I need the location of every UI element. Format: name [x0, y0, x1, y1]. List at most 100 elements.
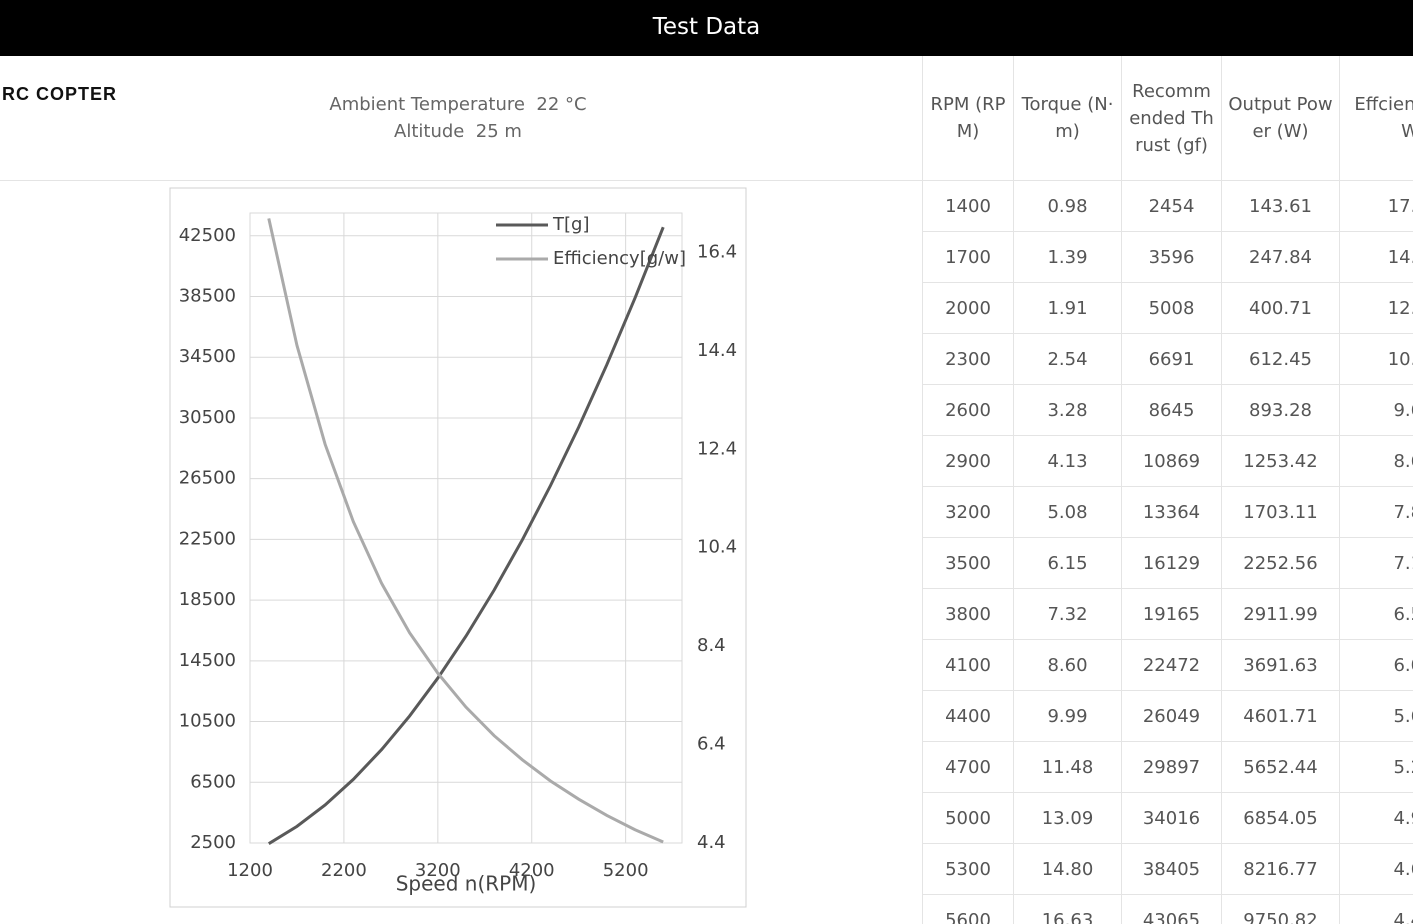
table-cell: 2900: [922, 435, 1014, 487]
table-cell: 19165: [1121, 588, 1222, 640]
header-row: RPM (RPM) Torque (N·m) Recommended Thrust …: [922, 56, 1413, 181]
table-cell: 7.32: [1013, 588, 1122, 640]
table-body: 14000.982454143.6117.0917001.393596247.8…: [922, 180, 1413, 924]
y-tick-label: 22500: [179, 528, 236, 549]
table-cell: 26049: [1121, 690, 1222, 742]
condition: Altitude 25 m: [394, 121, 522, 142]
table-cell: 4.96: [1339, 792, 1413, 844]
table-cell: 29897: [1121, 741, 1222, 793]
table-cell: 7.16: [1339, 537, 1413, 589]
logo: RC COPTER: [2, 84, 118, 104]
table-cell: 612.45: [1221, 333, 1340, 385]
table-cell: 8216.77: [1221, 843, 1340, 895]
table-cell: 4601.71: [1221, 690, 1340, 742]
y-tick-label: 10500: [179, 711, 236, 732]
table-cell: 6691: [1121, 333, 1222, 385]
table-cell: 38405: [1121, 843, 1222, 895]
table-cell: 17.09: [1339, 180, 1413, 232]
table-cell: 8.67: [1339, 435, 1413, 487]
table-cell: 2300: [922, 333, 1014, 385]
table-cell: 22472: [1121, 639, 1222, 691]
series-line: [267, 218, 664, 844]
separator: [0, 180, 922, 181]
table-cell: 2911.99: [1221, 588, 1340, 640]
table-cell: 6.15: [1013, 537, 1122, 589]
table-cell: 400.71: [1221, 282, 1340, 334]
table-cell: 5008: [1121, 282, 1222, 334]
table-cell: 2.54: [1013, 333, 1122, 385]
table-cell: 4.13: [1013, 435, 1122, 487]
table-cell: 4400: [922, 690, 1014, 742]
table: RPM (RPM) Torque (N·m) Recommended Thrust …: [922, 56, 1413, 924]
y-tick-label: 38500: [179, 285, 236, 306]
x-tick-label: 3200: [415, 860, 461, 881]
x-tick-label: 4200: [509, 860, 555, 881]
y2-tick-label: 14.4: [697, 340, 737, 361]
y-tick-label: 18500: [179, 589, 236, 610]
x-axis-label: Speed n(RPM): [396, 872, 537, 896]
chart-frame: [169, 187, 747, 908]
x-tick-label: 5200: [603, 860, 649, 881]
y-tick-label: 6500: [190, 771, 236, 792]
y-tick-label: 14500: [179, 650, 236, 671]
table-cell: 3800: [922, 588, 1014, 640]
table-cell: 5.08: [1013, 486, 1122, 538]
table-cell: 5.29: [1339, 741, 1413, 793]
table-cell: 143.61: [1221, 180, 1340, 232]
y2-tick-label: 8.4: [697, 635, 726, 656]
column-header: Torque (N·m): [1013, 56, 1122, 181]
y-tick-label: 42500: [179, 225, 236, 246]
table-cell: 6.58: [1339, 588, 1413, 640]
table-cell: 5.66: [1339, 690, 1413, 742]
table-cell: 3.28: [1013, 384, 1122, 436]
table-cell: 9750.82: [1221, 894, 1340, 924]
y-tick-label: 26500: [179, 468, 236, 489]
table-cell: 2000: [922, 282, 1014, 334]
table-cell: 3596: [1121, 231, 1222, 283]
table-cell: 43065: [1121, 894, 1222, 924]
table-cell: 5300: [922, 843, 1014, 895]
chart: 2500 6500 10500 14500 18500 22500 26500 30500 34…: [169, 187, 747, 908]
table-cell: 16129: [1121, 537, 1222, 589]
column-header: RPM (RPM): [922, 56, 1014, 181]
table-cell: 1700: [922, 231, 1014, 283]
table-cell: 4.42: [1339, 894, 1413, 924]
table-cell: 11.48: [1013, 741, 1122, 793]
table-cell: 247.84: [1221, 231, 1340, 283]
table-cell: 5000: [922, 792, 1014, 844]
table-cell: 1703.11: [1221, 486, 1340, 538]
table-cell: 3500: [922, 537, 1014, 589]
table-cell: 8.60: [1013, 639, 1122, 691]
column-header: Recommended Thrust (gf): [1121, 56, 1222, 181]
table-cell: 2454: [1121, 180, 1222, 232]
table-cell: 2252.56: [1221, 537, 1340, 589]
table-cell: 4.67: [1339, 843, 1413, 895]
table-cell: 5652.44: [1221, 741, 1340, 793]
table-cell: 9.68: [1339, 384, 1413, 436]
table-cell: 893.28: [1221, 384, 1340, 436]
table-cell: 4700: [922, 741, 1014, 793]
y2-tick-label: 12.4: [697, 438, 737, 459]
data-table: RPM (RPM) Torque (N·m) Recommended Thrust …: [922, 56, 1413, 924]
table-cell: 8645: [1121, 384, 1222, 436]
condition: Ambient Temperature 22 °C: [329, 94, 587, 115]
table-cell: 13.09: [1013, 792, 1122, 844]
table-cell: 14.80: [1013, 843, 1122, 895]
y2-tick-label: 6.4: [697, 734, 726, 755]
column-header: Effciency (gf/W): [1339, 56, 1413, 181]
table-cell: 12.50: [1339, 282, 1413, 334]
x-tick-label: 2200: [321, 860, 367, 881]
